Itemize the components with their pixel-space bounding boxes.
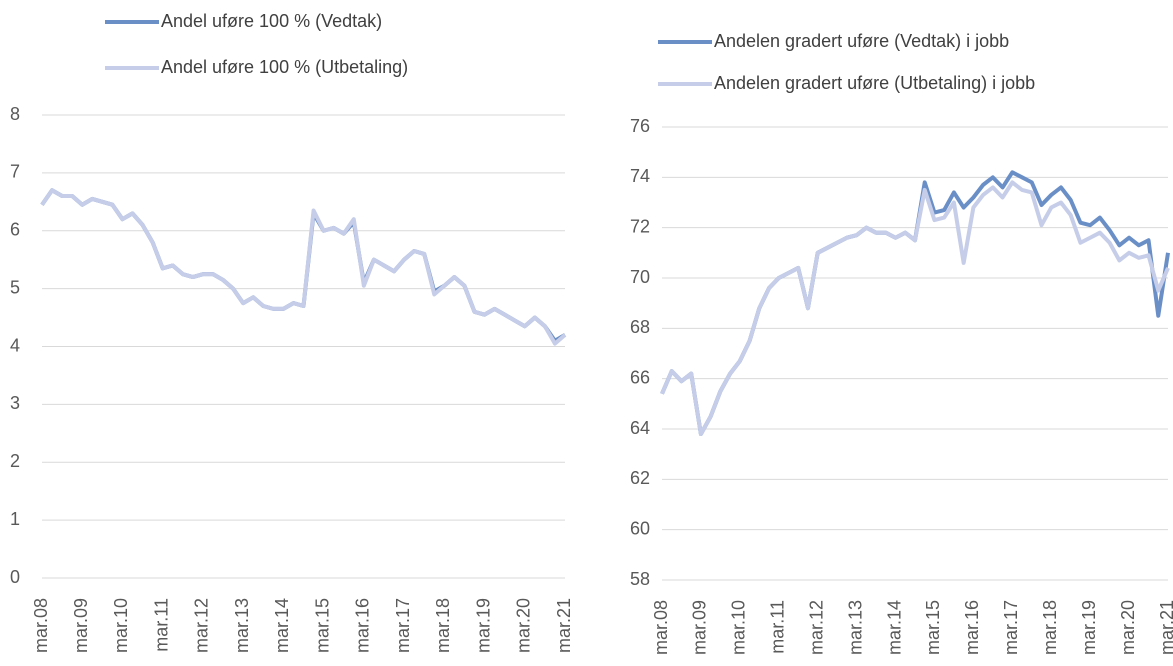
x-tick-label: mar.14 (272, 598, 292, 653)
x-tick-label: mar.14 (884, 600, 904, 655)
x-tick-label: mar.18 (1040, 600, 1060, 655)
x-tick-label: mar.16 (962, 600, 982, 655)
series-line (660, 180, 1170, 437)
y-tick-label: 0 (10, 567, 20, 587)
x-tick-label: mar.21 (1157, 600, 1173, 655)
series-line (660, 170, 1170, 437)
legend-label: Andelen gradert uføre (Utbetaling) i job… (714, 73, 1035, 93)
x-tick-label: mar.10 (111, 598, 131, 653)
y-tick-label: 66 (630, 367, 650, 387)
x-tick-label: mar.17 (393, 598, 413, 653)
x-tick-label: mar.08 (31, 598, 51, 653)
x-tick-label: mar.12 (806, 600, 826, 655)
x-tick-label: mar.13 (845, 600, 865, 655)
x-tick-label: mar.20 (1118, 600, 1138, 655)
x-tick-label: mar.11 (768, 600, 788, 654)
legend-label: Andel uføre 100 % (Utbetaling) (161, 57, 408, 77)
x-tick-label: mar.09 (71, 598, 91, 653)
x-tick-label: mar.17 (1001, 600, 1021, 655)
series-line (40, 188, 567, 346)
x-tick-label: mar.15 (312, 598, 332, 653)
y-tick-label: 7 (10, 162, 20, 182)
y-tick-label: 6 (10, 220, 20, 240)
y-tick-label: 64 (630, 418, 650, 438)
y-tick-label: 2 (10, 451, 20, 471)
x-tick-label: mar.09 (690, 600, 710, 655)
x-tick-label: mar.12 (192, 598, 212, 653)
y-tick-label: 5 (10, 277, 20, 297)
y-tick-label: 1 (10, 509, 20, 529)
x-tick-label: mar.08 (651, 600, 671, 655)
x-tick-label: mar.18 (433, 598, 453, 653)
x-tick-label: mar.21 (554, 598, 574, 653)
x-tick-label: mar.19 (1079, 600, 1099, 655)
y-tick-label: 76 (630, 116, 650, 136)
y-tick-label: 72 (630, 216, 650, 236)
x-tick-label: mar.10 (729, 600, 749, 655)
y-tick-label: 4 (10, 335, 20, 355)
y-tick-label: 60 (630, 518, 650, 538)
x-tick-label: mar.11 (151, 598, 171, 652)
x-tick-label: mar.15 (923, 600, 943, 655)
legend-label: Andel uføre 100 % (Vedtak) (161, 11, 382, 31)
y-tick-label: 70 (630, 267, 650, 287)
x-tick-label: mar.13 (232, 598, 252, 653)
y-tick-label: 62 (630, 468, 650, 488)
y-tick-label: 8 (10, 104, 20, 124)
x-tick-label: mar.16 (353, 598, 373, 653)
legend-label: Andelen gradert uføre (Vedtak) i jobb (714, 31, 1009, 51)
y-tick-label: 58 (630, 569, 650, 589)
x-tick-label: mar.20 (514, 598, 534, 653)
y-tick-label: 3 (10, 393, 20, 413)
y-tick-label: 74 (630, 166, 650, 186)
y-tick-label: 68 (630, 317, 650, 337)
x-tick-label: mar.19 (473, 598, 493, 653)
